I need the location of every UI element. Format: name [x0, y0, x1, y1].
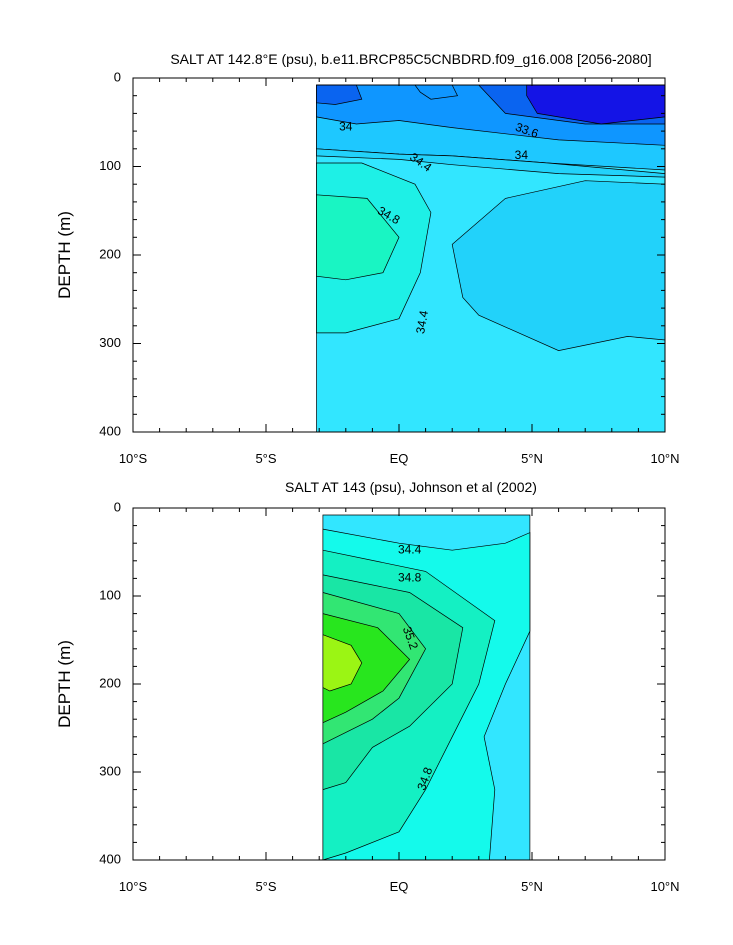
- contour-label: 34.4: [413, 309, 431, 335]
- y-tick-label: 0: [114, 499, 121, 514]
- panel-title: SALT AT 142.8°E (psu), b.e11.BRCP85C5CNB…: [170, 51, 651, 67]
- x-tick-label: 10°N: [650, 879, 679, 894]
- x-tick-label: 5°N: [521, 879, 543, 894]
- contour-band: [322, 634, 363, 692]
- y-axis-label: DEPTH (m): [55, 640, 74, 728]
- y-tick-label: 300: [99, 335, 121, 350]
- y-axis-label: DEPTH (m): [55, 211, 74, 299]
- x-tick-label: 10°S: [119, 879, 148, 894]
- y-tick-label: 100: [99, 158, 121, 173]
- x-tick-label: 10°N: [650, 451, 679, 466]
- contour-label: 34.4: [398, 542, 422, 556]
- y-tick-label: 300: [99, 763, 121, 778]
- x-tick-label: EQ: [390, 879, 409, 894]
- x-tick-label: EQ: [390, 451, 409, 466]
- contour-band: [316, 194, 400, 281]
- contour-label: 34: [515, 148, 529, 162]
- y-tick-label: 200: [99, 675, 121, 690]
- x-tick-label: 5°S: [255, 451, 276, 466]
- y-tick-label: 400: [99, 851, 121, 866]
- contour-band: [316, 84, 363, 105]
- contour-band: [414, 84, 459, 100]
- panel-2: 34.434.835.234.810°S 5°S EQ 5°N 10°N01002003…: [55, 479, 680, 894]
- x-tick-label: 10°S: [119, 451, 148, 466]
- y-tick-label: 100: [99, 587, 121, 602]
- contour-band: [451, 180, 666, 351]
- y-tick-label: 200: [99, 246, 121, 261]
- y-tick-label: 0: [114, 69, 121, 84]
- contour-label: 34: [339, 120, 353, 134]
- contour-band: [322, 613, 411, 724]
- panel-title: SALT AT 143 (psu), Johnson et al (2002): [285, 479, 537, 495]
- y-tick-label: 400: [99, 423, 121, 438]
- contour-label: 34.8: [398, 571, 422, 585]
- x-tick-label: 5°N: [521, 451, 543, 466]
- x-tick-label: 5°S: [255, 879, 276, 894]
